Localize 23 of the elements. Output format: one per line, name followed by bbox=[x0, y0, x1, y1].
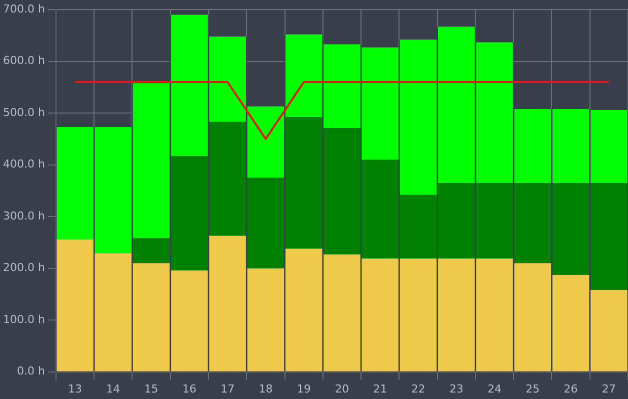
x-tick-label: 14 bbox=[106, 382, 120, 396]
x-tick-label: 20 bbox=[334, 382, 349, 396]
x-tick-label: 17 bbox=[220, 382, 235, 396]
y-tick-label: 500.0 h bbox=[2, 106, 45, 119]
x-tick-label: 15 bbox=[144, 382, 158, 396]
x-tick-label: 27 bbox=[602, 382, 616, 396]
x-tick-label: 19 bbox=[296, 382, 311, 396]
y-tick-label: 200.0 h bbox=[2, 261, 45, 274]
y-tick-label: 300.0 h bbox=[2, 209, 45, 222]
x-tick-label: 26 bbox=[564, 382, 578, 396]
x-tick-label: 16 bbox=[182, 382, 196, 396]
y-tick-label: 0.0 h bbox=[16, 364, 45, 378]
x-tick-label: 25 bbox=[526, 382, 540, 396]
x-tick-label: 13 bbox=[68, 382, 82, 396]
x-tick-label: 21 bbox=[373, 382, 388, 396]
y-tick-label: 700.0 h bbox=[2, 2, 45, 16]
y-tick-label: 400.0 h bbox=[2, 158, 45, 171]
x-tick-label: 18 bbox=[258, 382, 273, 396]
y-tick-label: 100.0 h bbox=[2, 312, 45, 326]
y-tick-label: 600.0 h bbox=[2, 54, 45, 68]
x-tick-label: 22 bbox=[411, 382, 426, 396]
x-tick-label: 23 bbox=[449, 382, 464, 396]
x-tick-label: 24 bbox=[488, 382, 502, 396]
